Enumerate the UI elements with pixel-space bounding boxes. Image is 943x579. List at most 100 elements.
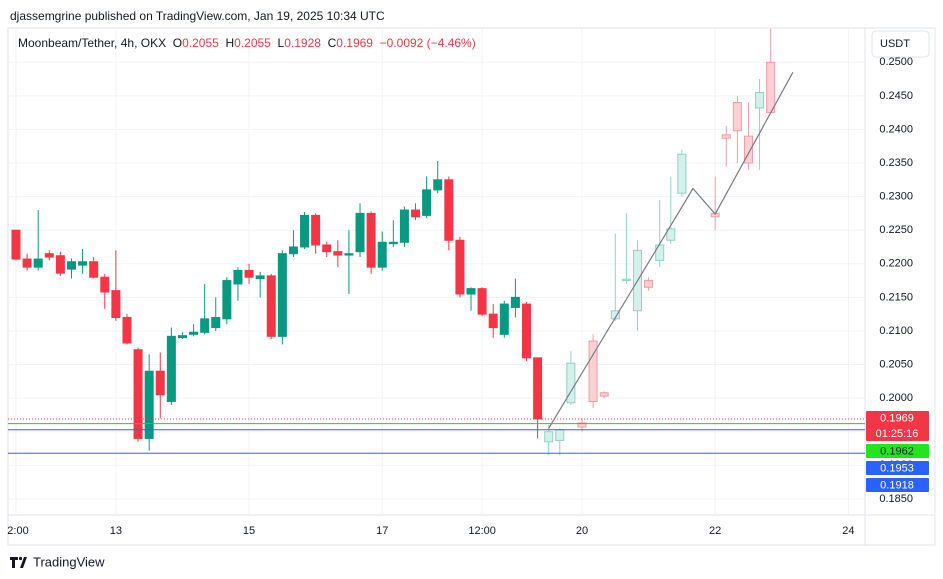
candle-body [466, 288, 476, 295]
candle-body [78, 261, 88, 266]
candle-body [399, 209, 409, 243]
candle-body [522, 303, 532, 359]
candle-body [555, 429, 565, 441]
candle-body [411, 209, 421, 218]
candle-body [610, 310, 620, 320]
candle-body [177, 335, 187, 339]
candle-body [766, 61, 776, 114]
candle-body [155, 370, 165, 396]
y-tick-label: 0.2450 [879, 90, 913, 102]
price-label: 0.1962 [880, 445, 914, 457]
candle-body [566, 362, 576, 404]
candle-body [655, 244, 665, 261]
brand-name: TradingView [33, 554, 105, 569]
candle-body [577, 422, 587, 428]
x-tick-label: 2:00 [7, 525, 28, 537]
y-tick-label: 0.2200 [879, 258, 913, 270]
change: −0.0092 (−4.46%) [379, 36, 476, 50]
o-label: O [172, 36, 183, 50]
x-tick-label: 22 [709, 525, 721, 537]
legend: Moonbeam/Tether, 4h, OKX O0.2055 H0.2055… [18, 36, 476, 50]
y-tick-label: 0.2500 [879, 56, 913, 68]
o-value: 0.2055 [182, 36, 219, 50]
y-tick-label: 0.2050 [879, 358, 913, 370]
candle-body [55, 255, 65, 274]
price-label: 0.1918 [880, 479, 914, 491]
candle-body [510, 296, 520, 308]
x-tick-label: 17 [376, 525, 388, 537]
candle-body [755, 91, 765, 109]
candle-body [277, 253, 287, 337]
price-label: 0.1969 [880, 412, 914, 424]
candle-body [444, 179, 454, 241]
candle-body [44, 253, 54, 258]
candle-body [499, 303, 509, 335]
price-label-box [866, 460, 929, 475]
candle-body [144, 370, 154, 439]
y-tick-label: 0.2350 [879, 157, 913, 169]
c-value: 0.1969 [336, 36, 373, 50]
candle-body [22, 258, 32, 268]
candle-body [322, 244, 332, 253]
candle-body [133, 349, 143, 439]
candle-body [388, 241, 398, 245]
candle-body [544, 431, 554, 443]
x-tick-label: 20 [576, 525, 588, 537]
candle-body [588, 340, 598, 402]
candle-body [300, 214, 310, 248]
currency-button[interactable] [871, 30, 930, 58]
candle-body [644, 280, 654, 288]
candle-body [111, 290, 121, 319]
trend-line [548, 72, 794, 429]
x-tick-label: 15 [243, 525, 255, 537]
publisher: djassemgrine published on TradingView.co… [10, 9, 385, 23]
candle-body [455, 239, 465, 295]
y-tick-label: 0.2150 [879, 291, 913, 303]
candle-body [89, 261, 99, 278]
y-tick-label: 0.2100 [879, 325, 913, 337]
x-tick-label: 24 [842, 525, 854, 537]
candle-body [721, 134, 731, 139]
candle-body [377, 241, 387, 268]
candle-body [233, 269, 243, 285]
candle-body [166, 335, 176, 402]
candle-body [366, 212, 376, 268]
candle-body [666, 228, 676, 241]
candle-body [355, 212, 365, 253]
candle-body [211, 317, 221, 329]
price-label: 0.1953 [880, 462, 914, 474]
price-label-box [866, 443, 929, 458]
symbol: Moonbeam/Tether, 4h, OKX [18, 36, 167, 50]
candle-body [333, 251, 343, 256]
candle-body [189, 331, 199, 335]
brand-logo [10, 556, 27, 568]
x-tick-label: 13 [110, 525, 122, 537]
plot [8, 28, 865, 456]
candle-body [244, 269, 254, 278]
candle-body [100, 276, 110, 293]
candle-body [288, 246, 298, 255]
countdown: 01:25:16 [876, 428, 919, 440]
currency-label[interactable]: USDT [880, 38, 910, 50]
candle-body [743, 135, 753, 164]
y-tick-label: 0.2250 [879, 224, 913, 236]
price-label-box [866, 477, 929, 492]
frame [7, 27, 936, 546]
l-value: 0.1928 [284, 36, 321, 50]
candle-body [732, 102, 742, 132]
axes: 0.18500.19000.19500.20000.20500.21000.21… [7, 56, 929, 537]
candle-body [122, 317, 132, 344]
candle-body [599, 392, 609, 397]
price-label-box [866, 410, 929, 441]
y-tick-label: 0.2000 [879, 392, 913, 404]
candle-body [433, 179, 443, 191]
candle-body [344, 253, 354, 256]
candle-body [33, 258, 43, 268]
candle-body [311, 214, 321, 246]
candle-body [477, 288, 487, 315]
candle-body [200, 318, 210, 333]
candle-body [488, 313, 498, 329]
candle-body [533, 357, 543, 420]
y-tick-label: 0.2300 [879, 191, 913, 203]
